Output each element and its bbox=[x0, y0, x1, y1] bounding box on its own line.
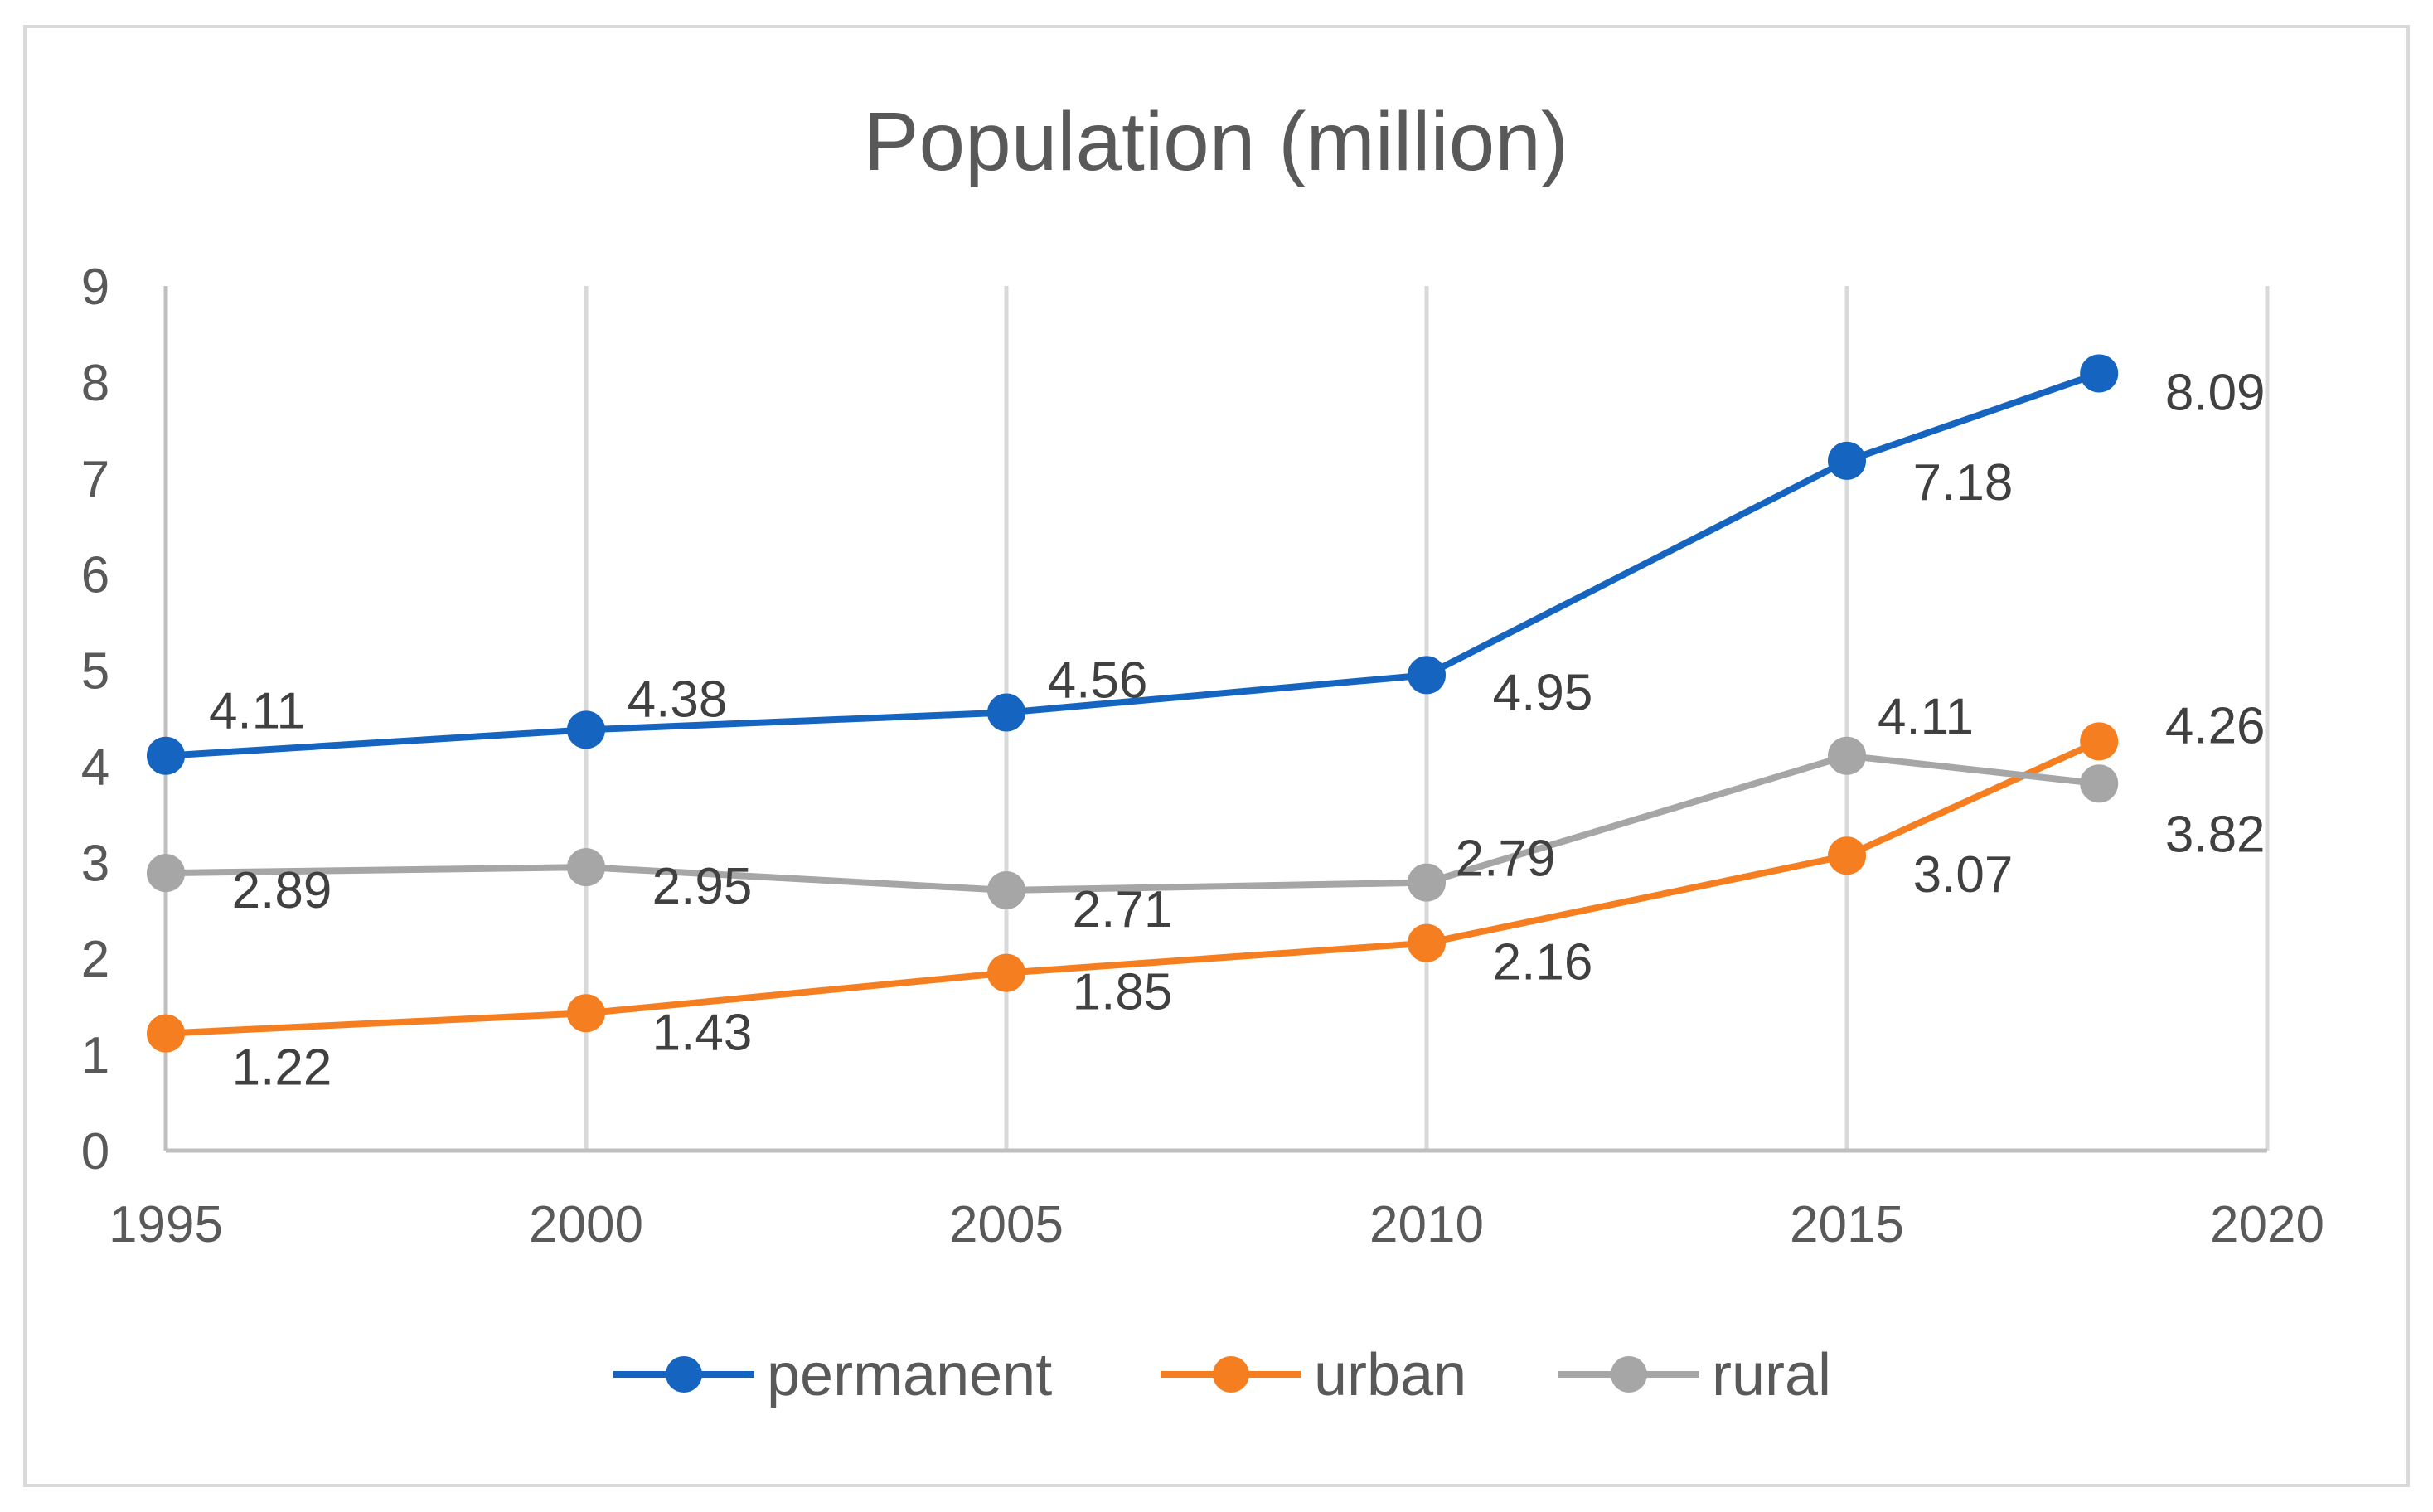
data-point-rural bbox=[987, 870, 1025, 909]
axes: 1995 2000 2005 2010 2015 2020 0 1 2 3 4 5 6 7 8 9 bbox=[81, 259, 2324, 1253]
series-urban bbox=[147, 722, 2119, 1053]
legend-item-urban: urban bbox=[1161, 1342, 1466, 1408]
series-line-urban bbox=[162, 738, 2103, 1037]
legend-item-rural: rural bbox=[1558, 1342, 1831, 1408]
data-point-urban bbox=[1828, 836, 1866, 875]
data-label-permanent: 4.11 bbox=[209, 683, 305, 740]
data-label-permanent: 4.56 bbox=[1048, 652, 1148, 710]
chart-frame bbox=[23, 25, 2410, 1487]
y-tick-label: 8 bbox=[81, 355, 109, 412]
x-tick-label: 1995 bbox=[109, 1196, 223, 1253]
data-point-urban bbox=[1408, 923, 1446, 962]
data-point-permanent bbox=[1408, 656, 1446, 695]
y-tick-label: 9 bbox=[81, 259, 109, 316]
x-tick-label: 2005 bbox=[949, 1196, 1064, 1253]
data-point-rural bbox=[2080, 764, 2119, 803]
data-point-permanent bbox=[1828, 441, 1866, 480]
data-point-urban bbox=[147, 1014, 185, 1053]
data-point-permanent bbox=[147, 736, 185, 775]
series-line-rural bbox=[162, 752, 2103, 894]
data-label-rural: 2.79 bbox=[1456, 831, 1556, 888]
series-layer bbox=[147, 354, 2119, 1053]
data-label-rural: 2.95 bbox=[652, 858, 753, 915]
y-tick-label: 6 bbox=[81, 547, 109, 604]
legend-item-permanent: permanent bbox=[613, 1342, 1052, 1408]
data-point-urban bbox=[2080, 722, 2119, 761]
x-tick-label: 2010 bbox=[1369, 1196, 1484, 1253]
data-label-urban: 3.07 bbox=[1913, 846, 2014, 904]
series-line-permanent bbox=[162, 370, 2103, 759]
data-point-rural bbox=[147, 854, 185, 893]
data-point-permanent bbox=[567, 710, 605, 749]
data-label-permanent: 7.18 bbox=[1913, 454, 2014, 511]
legend-swatch-marker bbox=[1213, 1356, 1249, 1393]
x-tick-label: 2015 bbox=[1790, 1196, 1904, 1253]
data-label-rural: 2.71 bbox=[1073, 881, 1173, 938]
data-point-urban bbox=[567, 994, 605, 1033]
y-tick-label: 1 bbox=[81, 1027, 109, 1084]
y-tick-label: 4 bbox=[81, 739, 109, 796]
data-label-urban: 1.85 bbox=[1073, 964, 1173, 1021]
x-tick-label: 2000 bbox=[529, 1196, 643, 1253]
data-label-rural: 3.82 bbox=[2165, 806, 2266, 863]
series-permanent bbox=[147, 354, 2119, 775]
series-rural bbox=[147, 736, 2119, 909]
y-tick-label: 5 bbox=[81, 643, 109, 700]
legend: permanent urban rural bbox=[613, 1342, 1831, 1408]
legend-label: permanent bbox=[767, 1342, 1052, 1408]
legend-label: urban bbox=[1314, 1342, 1466, 1408]
data-label-permanent: 8.09 bbox=[2165, 364, 2266, 421]
data-label-urban: 1.43 bbox=[652, 1004, 753, 1061]
data-point-rural bbox=[1828, 736, 1866, 775]
legend-swatch-marker bbox=[1611, 1356, 1647, 1393]
data-label-rural: 2.89 bbox=[232, 862, 332, 919]
legend-label: rural bbox=[1712, 1342, 1831, 1408]
data-point-permanent bbox=[987, 693, 1025, 732]
data-label-urban: 4.26 bbox=[2165, 697, 2266, 754]
data-label-permanent: 4.38 bbox=[628, 671, 728, 728]
x-tick-label: 2020 bbox=[2210, 1196, 2324, 1253]
data-label-urban: 2.16 bbox=[1493, 934, 1593, 991]
y-tick-label: 0 bbox=[81, 1123, 109, 1180]
data-point-rural bbox=[1408, 863, 1446, 902]
data-label-urban: 1.22 bbox=[232, 1040, 332, 1097]
data-label-rural: 4.11 bbox=[1878, 689, 1974, 746]
y-tick-label: 3 bbox=[81, 835, 109, 892]
chart-title: Population (million) bbox=[864, 95, 1568, 188]
data-labels: 4.11 4.38 4.56 4.95 7.18 8.09 1.22 1.43 1.85 2.16… bbox=[209, 364, 2266, 1096]
data-label-permanent: 4.95 bbox=[1493, 664, 1593, 721]
data-point-urban bbox=[987, 953, 1025, 992]
y-tick-label: 2 bbox=[81, 931, 109, 988]
y-tick-label: 7 bbox=[81, 451, 109, 508]
data-point-permanent bbox=[2080, 354, 2119, 393]
data-point-rural bbox=[567, 848, 605, 887]
legend-swatch-marker bbox=[666, 1356, 702, 1393]
